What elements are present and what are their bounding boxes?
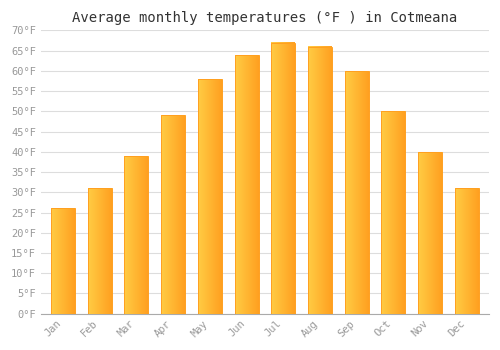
Bar (345, 71, 368, 314)
Bar (51, 209, 75, 314)
Bar (198, 79, 222, 314)
Bar (308, 47, 332, 314)
Bar (88, 188, 112, 314)
Title: Average monthly temperatures (°F ) in Cotmeana: Average monthly temperatures (°F ) in Co… (72, 11, 458, 25)
Bar (272, 43, 295, 314)
Bar (124, 156, 148, 314)
Bar (161, 116, 185, 314)
Bar (455, 188, 479, 314)
Bar (234, 55, 258, 314)
Bar (382, 111, 406, 314)
Bar (418, 152, 442, 314)
